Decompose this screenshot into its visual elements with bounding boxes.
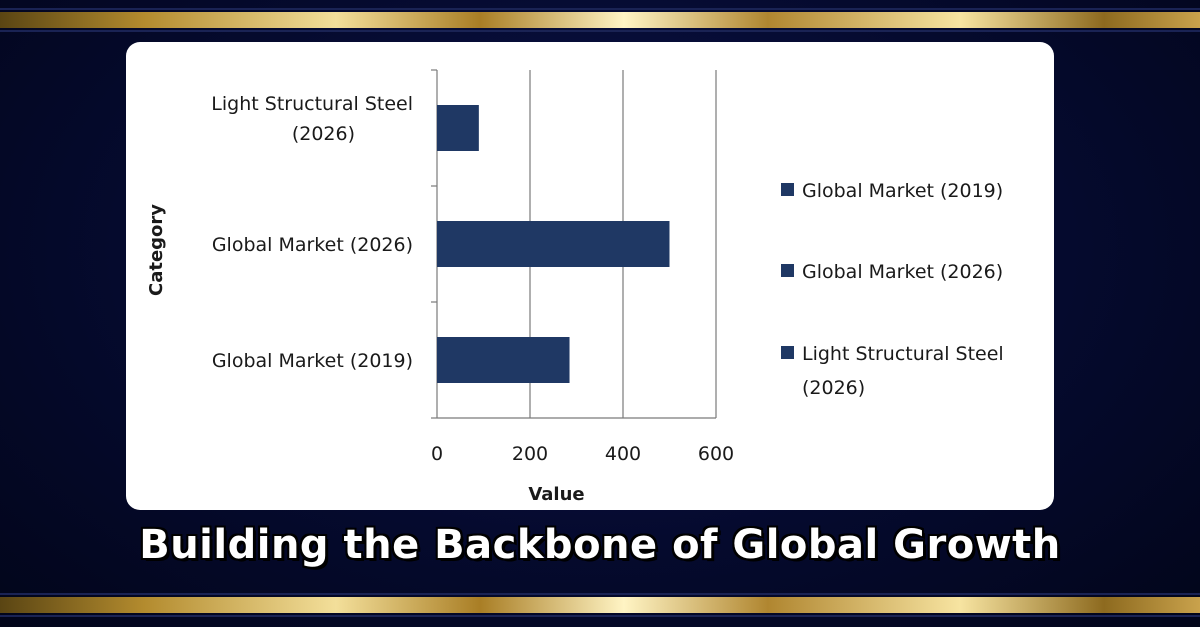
y-tick-label: Global Market (2026) — [212, 234, 413, 256]
y-tick-label: Light Structural Steel (2026) — [211, 93, 413, 145]
top-gold-band — [0, 8, 1200, 32]
y-tick-label: Global Market (2019) — [212, 350, 413, 372]
bottom-gold-band — [0, 593, 1200, 617]
headline: Building the Backbone of Global Growth — [139, 522, 1061, 568]
bar — [437, 105, 479, 151]
legend-label: Light Structural Steel (2026) — [802, 343, 1004, 399]
legend-label: Global Market (2019) — [802, 180, 1003, 202]
legend-swatch — [781, 183, 794, 196]
legend-swatch — [781, 264, 794, 277]
bar — [437, 337, 570, 383]
bar-chart: 0 200 400 600 Light Structural Steel (2026) Gl… — [146, 69, 1004, 505]
x-axis-title: Value — [528, 484, 584, 505]
x-tick-label: 0 — [431, 443, 443, 465]
x-tick-label: 600 — [698, 443, 734, 465]
legend-label: Global Market (2026) — [802, 261, 1003, 283]
chart-card: 0 200 400 600 Light Structural Steel (2026) Gl… — [126, 42, 1054, 510]
legend-swatch — [781, 346, 794, 359]
bar — [437, 221, 670, 267]
x-tick-label: 200 — [512, 443, 548, 465]
x-tick-label: 400 — [605, 443, 641, 465]
y-axis-title: Category — [146, 204, 167, 296]
